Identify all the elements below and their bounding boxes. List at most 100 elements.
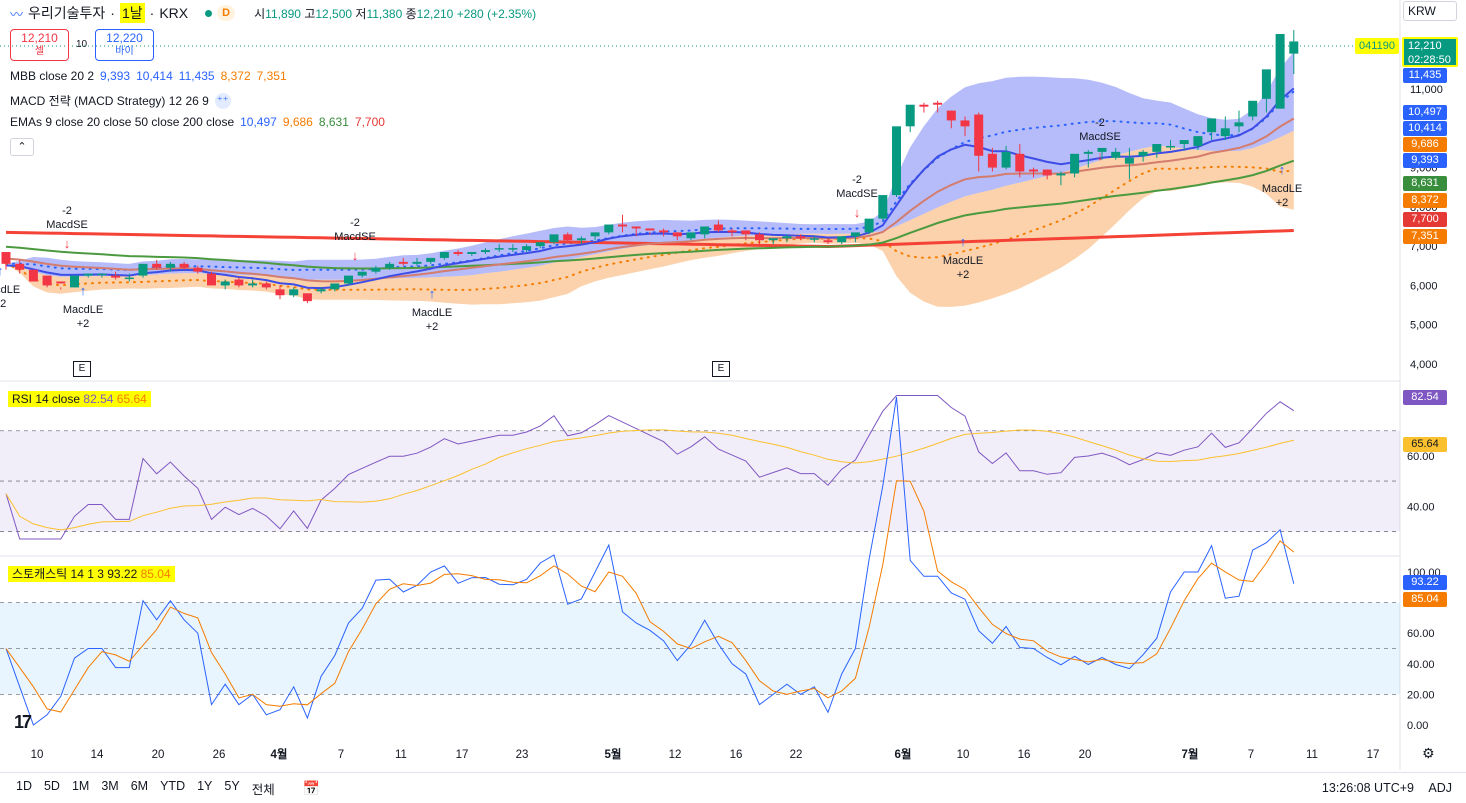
signal-label: MacdLE (412, 307, 452, 319)
stoch-legend[interactable]: 스토캐스틱 14 1 3 93.22 85.04 (8, 566, 175, 582)
candle-body (111, 275, 121, 278)
sell-button[interactable]: 12,210 셀 (10, 29, 69, 61)
candle-body (1042, 169, 1052, 176)
strategy-signal: ↑ MacdLE +2 (943, 234, 983, 281)
candle-body (905, 104, 915, 127)
interval-label[interactable]: 1날 (119, 3, 145, 23)
candle-body (974, 114, 984, 156)
signal-label: MacdLE (1262, 183, 1302, 195)
candle-body (604, 224, 614, 233)
currency-select[interactable]: KRW (1403, 1, 1457, 21)
candle-body (1179, 140, 1189, 144)
candle-body (357, 271, 367, 276)
range-button-5y[interactable]: 5Y (224, 778, 240, 793)
ohlc-values: 시11,890 고12,500 저11,380 종12,210 +280 (+2… (254, 6, 537, 21)
candle-body (1111, 151, 1121, 158)
stoch-axis-label: 60.00 (1407, 628, 1435, 640)
range-button-1m[interactable]: 1M (71, 778, 90, 793)
candle-body (165, 263, 175, 268)
candle-body (960, 120, 970, 127)
candle-body (535, 242, 545, 247)
strategy-signal: ↑ MacdLE +2 (63, 283, 103, 330)
symbol-logo-icon: 〰 (10, 6, 24, 22)
market-open-dot-icon (205, 9, 213, 17)
candle-body (439, 252, 449, 258)
data-badge[interactable]: D (217, 5, 236, 21)
candle-body (1275, 34, 1285, 109)
signal-qty: +2 (77, 318, 90, 330)
time-axis-label: 5월 (605, 747, 622, 761)
signal-label: MacdSE (836, 188, 878, 200)
candle-body (83, 273, 93, 276)
range-button-3m[interactable]: 3M (101, 778, 119, 793)
time-axis-label: 7 (338, 749, 344, 761)
stoch-axis-label: 20.00 (1407, 689, 1435, 701)
range-button-5d[interactable]: 5D (43, 778, 60, 793)
time-axis-label: 14 (91, 749, 104, 761)
candle-body (124, 277, 134, 280)
candle-body (522, 246, 532, 251)
rsi-ma-tag: 65.64 (1403, 437, 1447, 452)
strategy-signal: ↑ MacdLE +2 (0, 263, 20, 310)
earnings-marker[interactable]: E (712, 361, 730, 377)
earnings-marker[interactable]: E (73, 361, 91, 377)
range-button-1d[interactable]: 1D (16, 778, 32, 793)
signal-label: MacdLE (0, 284, 20, 296)
clock[interactable]: 13:26:08 UTC+9 (1321, 781, 1414, 795)
collapse-legend-button[interactable]: ⌃ (10, 138, 34, 156)
candle-body (631, 226, 641, 229)
candle-body (289, 289, 299, 296)
candle-body (97, 273, 107, 276)
separator: · (149, 5, 155, 21)
price-axis-label: 4,000 (1410, 359, 1438, 371)
signal-arrow-up-icon: ↑ (960, 234, 967, 249)
candle-body (1056, 173, 1066, 176)
candle-body (919, 104, 929, 107)
signal-label: MacdSE (334, 231, 376, 243)
macd-strategy-legend[interactable]: MACD 전략 (MACD Strategy) 12 26 9 ⁺⁺ (10, 92, 231, 109)
signal-arrow-down-icon: ↓ (64, 236, 71, 251)
symbol-name[interactable]: 우리기술투자 (28, 5, 106, 21)
calendar-goto-icon[interactable]: 📅 (302, 779, 321, 796)
candle-body (576, 238, 586, 241)
ema20-line (5, 117, 1295, 283)
range-button-1y[interactable]: 1Y (197, 778, 213, 793)
adj-toggle[interactable]: ADJ (1428, 781, 1452, 795)
time-axis-label: 16 (730, 749, 743, 761)
signal-arrow-down-icon: ↓ (854, 205, 861, 220)
emas-legend[interactable]: EMAs 9 close 20 close 50 close 200 close… (10, 115, 385, 129)
candle-body (1138, 151, 1148, 156)
range-button-ytd[interactable]: YTD (160, 778, 186, 793)
candle-body (28, 269, 38, 282)
candle-body (850, 232, 860, 237)
strategy-signal: -2 MacdSE ↓ (836, 174, 878, 220)
price-axis-label: 7,000 (1410, 241, 1438, 253)
stoch-axis-label: 0.00 (1407, 720, 1428, 732)
stoch-pane (0, 397, 1400, 726)
stoch-axis-label: 40.00 (1407, 659, 1435, 671)
stoch-d-tag: 85.04 (1403, 592, 1447, 607)
signal-label: MacdSE (1079, 131, 1121, 143)
range-button-전체[interactable]: 전체 (251, 782, 275, 797)
candle-body (659, 230, 669, 233)
price-tag: 8,631 (1403, 176, 1447, 191)
time-axis-label: 22 (790, 749, 803, 761)
candle-body (933, 102, 943, 105)
time-axis-label: 17 (1367, 749, 1380, 761)
ema50-line (5, 159, 1295, 270)
settings-gear-icon[interactable]: ⚙ (1422, 745, 1435, 761)
candle-body (864, 218, 874, 233)
range-button-6m[interactable]: 6M (130, 778, 149, 793)
rsi-legend[interactable]: RSI 14 close 82.54 65.64 (8, 391, 151, 407)
separator: · (110, 5, 115, 21)
mbb-legend[interactable]: MBB close 20 2 9,393 10,414 11,435 8,372 7,… (10, 69, 287, 83)
price-axis-label: 6,000 (1410, 280, 1438, 292)
buy-button[interactable]: 12,220 바이 (95, 29, 154, 61)
signal-qty: -2 (1095, 117, 1105, 129)
strategy-report-icon[interactable]: ⁺⁺ (214, 92, 231, 109)
candle-body (755, 234, 764, 241)
signal-qty: -2 (350, 217, 360, 229)
time-axis-label: 4월 (271, 747, 288, 761)
candle-body (385, 263, 395, 268)
tradingview-logo[interactable]: 17 (14, 712, 32, 732)
